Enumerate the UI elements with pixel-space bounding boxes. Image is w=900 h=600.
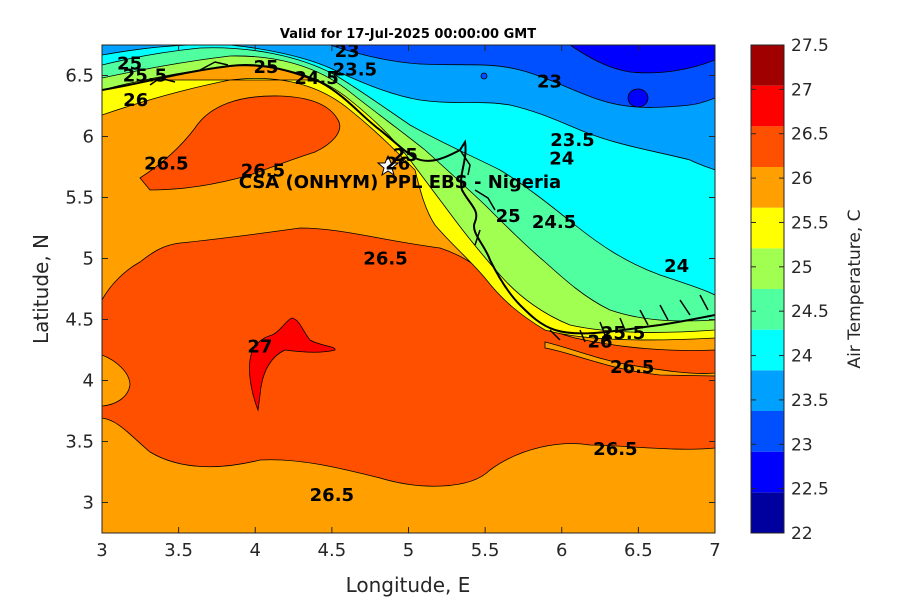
y-tick-label: 6 (83, 127, 94, 148)
colorbar-swatch (751, 85, 784, 127)
contour-label: 25 (393, 145, 418, 166)
chart-title: Valid for 17-Jul-2025 00:00:00 GMT (280, 27, 536, 42)
colorbar-tick-label: 22.5 (791, 480, 829, 500)
colorbar-tick-label: 26 (791, 169, 813, 189)
colorbar-swatch (751, 248, 784, 289)
contour-label: 25 (117, 53, 142, 74)
contour-label: 24 (549, 148, 574, 169)
colorbar-tick-label: 22 (791, 524, 813, 544)
y-axis-label: Latitude, N (29, 234, 53, 344)
contour-label: 26.5 (144, 153, 188, 174)
x-tick-label: 3.5 (164, 540, 193, 561)
band-26-west-bump (102, 354, 131, 407)
y-tick-label: 4.5 (65, 310, 94, 331)
colorbar-swatch (751, 289, 784, 330)
contour-label: 23.5 (333, 59, 377, 80)
x-axis-label: Longitude, E (346, 573, 471, 597)
x-tick-label: 4 (250, 540, 261, 561)
x-tick-label: 7 (709, 540, 720, 561)
band-22-5-spot (627, 88, 649, 108)
colorbar-swatch (751, 451, 784, 493)
band-22-5 (569, 45, 715, 74)
colorbar-tick-label: 27.5 (791, 36, 829, 56)
site-marker (376, 154, 400, 177)
contour-label: 26 (123, 90, 148, 111)
colorbar-swatch (751, 45, 784, 86)
contour-label: 26 (385, 153, 410, 174)
x-tick-label: 6.5 (624, 540, 653, 561)
contour-label: 25 (496, 206, 521, 227)
colorbar-swatch (751, 207, 784, 249)
contour-label: 26.5 (363, 249, 407, 270)
contour-label: 23 (335, 41, 360, 62)
contour-label: 25 (253, 57, 278, 78)
x-axis: 3 3.5 4 4.5 5 5.5 6 6.5 7 (96, 45, 721, 561)
contour-label: 25.5 (123, 66, 167, 87)
coastline-creeks (149, 61, 709, 343)
colorbar-tick-label: 27 (791, 80, 813, 100)
x-tick-label: 5.5 (471, 540, 500, 561)
contour-label: 23 (537, 72, 562, 93)
colorbar-swatch (751, 329, 784, 371)
colorbar-tick-label: 24 (791, 347, 813, 367)
contour-label: 26 (588, 331, 613, 352)
x-tick-label: 6 (556, 540, 567, 561)
band-27 (249, 317, 336, 412)
colorbar-label: Air Temperature, C (845, 209, 865, 368)
colorbar-tick-label: 24.5 (791, 302, 829, 322)
contour-label: 23.5 (550, 130, 594, 151)
map-annotation: CSA (ONHYM) PPL EBS - Nigeria (239, 172, 561, 193)
y-axis: 3 3.5 4 4.5 5 5.5 6 6.5 (65, 66, 715, 514)
colorbar-tick-label: 25.5 (791, 213, 829, 233)
colorbar-swatch (751, 492, 784, 533)
contour-label: 24.5 (532, 212, 576, 233)
x-tick-label: 3 (96, 540, 107, 561)
y-tick-label: 4 (83, 371, 94, 392)
colorbar-swatch (751, 167, 784, 208)
y-tick-label: 3.5 (65, 432, 94, 453)
contour-label: 26.5 (593, 439, 637, 460)
contour-label: 24.5 (294, 68, 338, 89)
band-23-small-spot (480, 72, 488, 80)
x-tick-label: 4.5 (318, 540, 347, 561)
contour-label: 25.5 (601, 323, 645, 344)
colorbar-tick-label: 26.5 (791, 125, 829, 145)
colorbar-swatch (751, 126, 784, 167)
contour-label: 26.5 (241, 161, 285, 182)
colorbar-swatch (751, 370, 784, 411)
y-tick-label: 3 (83, 493, 94, 514)
colorbar-frame (750, 44, 785, 534)
y-tick-label: 5 (83, 249, 94, 270)
band-26-5-south (102, 227, 715, 487)
band-26-5-north (139, 95, 341, 191)
colorbar-tick-label: 23 (791, 435, 813, 455)
contour-label: 26.5 (310, 485, 354, 506)
colorbar-swatch (751, 411, 784, 452)
y-tick-label: 5.5 (65, 188, 94, 209)
contour-label: 27 (247, 336, 272, 357)
contour-label: 26.5 (610, 357, 654, 378)
y-tick-label: 6.5 (65, 66, 94, 87)
colorbar: 22 22.5 23 23.5 24 24.5 25 25.5 26 26.5 27 27.5 (750, 36, 829, 544)
x-tick-label: 5 (403, 540, 414, 561)
colorbar-tick-label: 23.5 (791, 391, 829, 411)
colorbar-tick-label: 25 (791, 258, 813, 278)
contour-label: 24 (664, 256, 689, 277)
coastline (102, 63, 715, 335)
